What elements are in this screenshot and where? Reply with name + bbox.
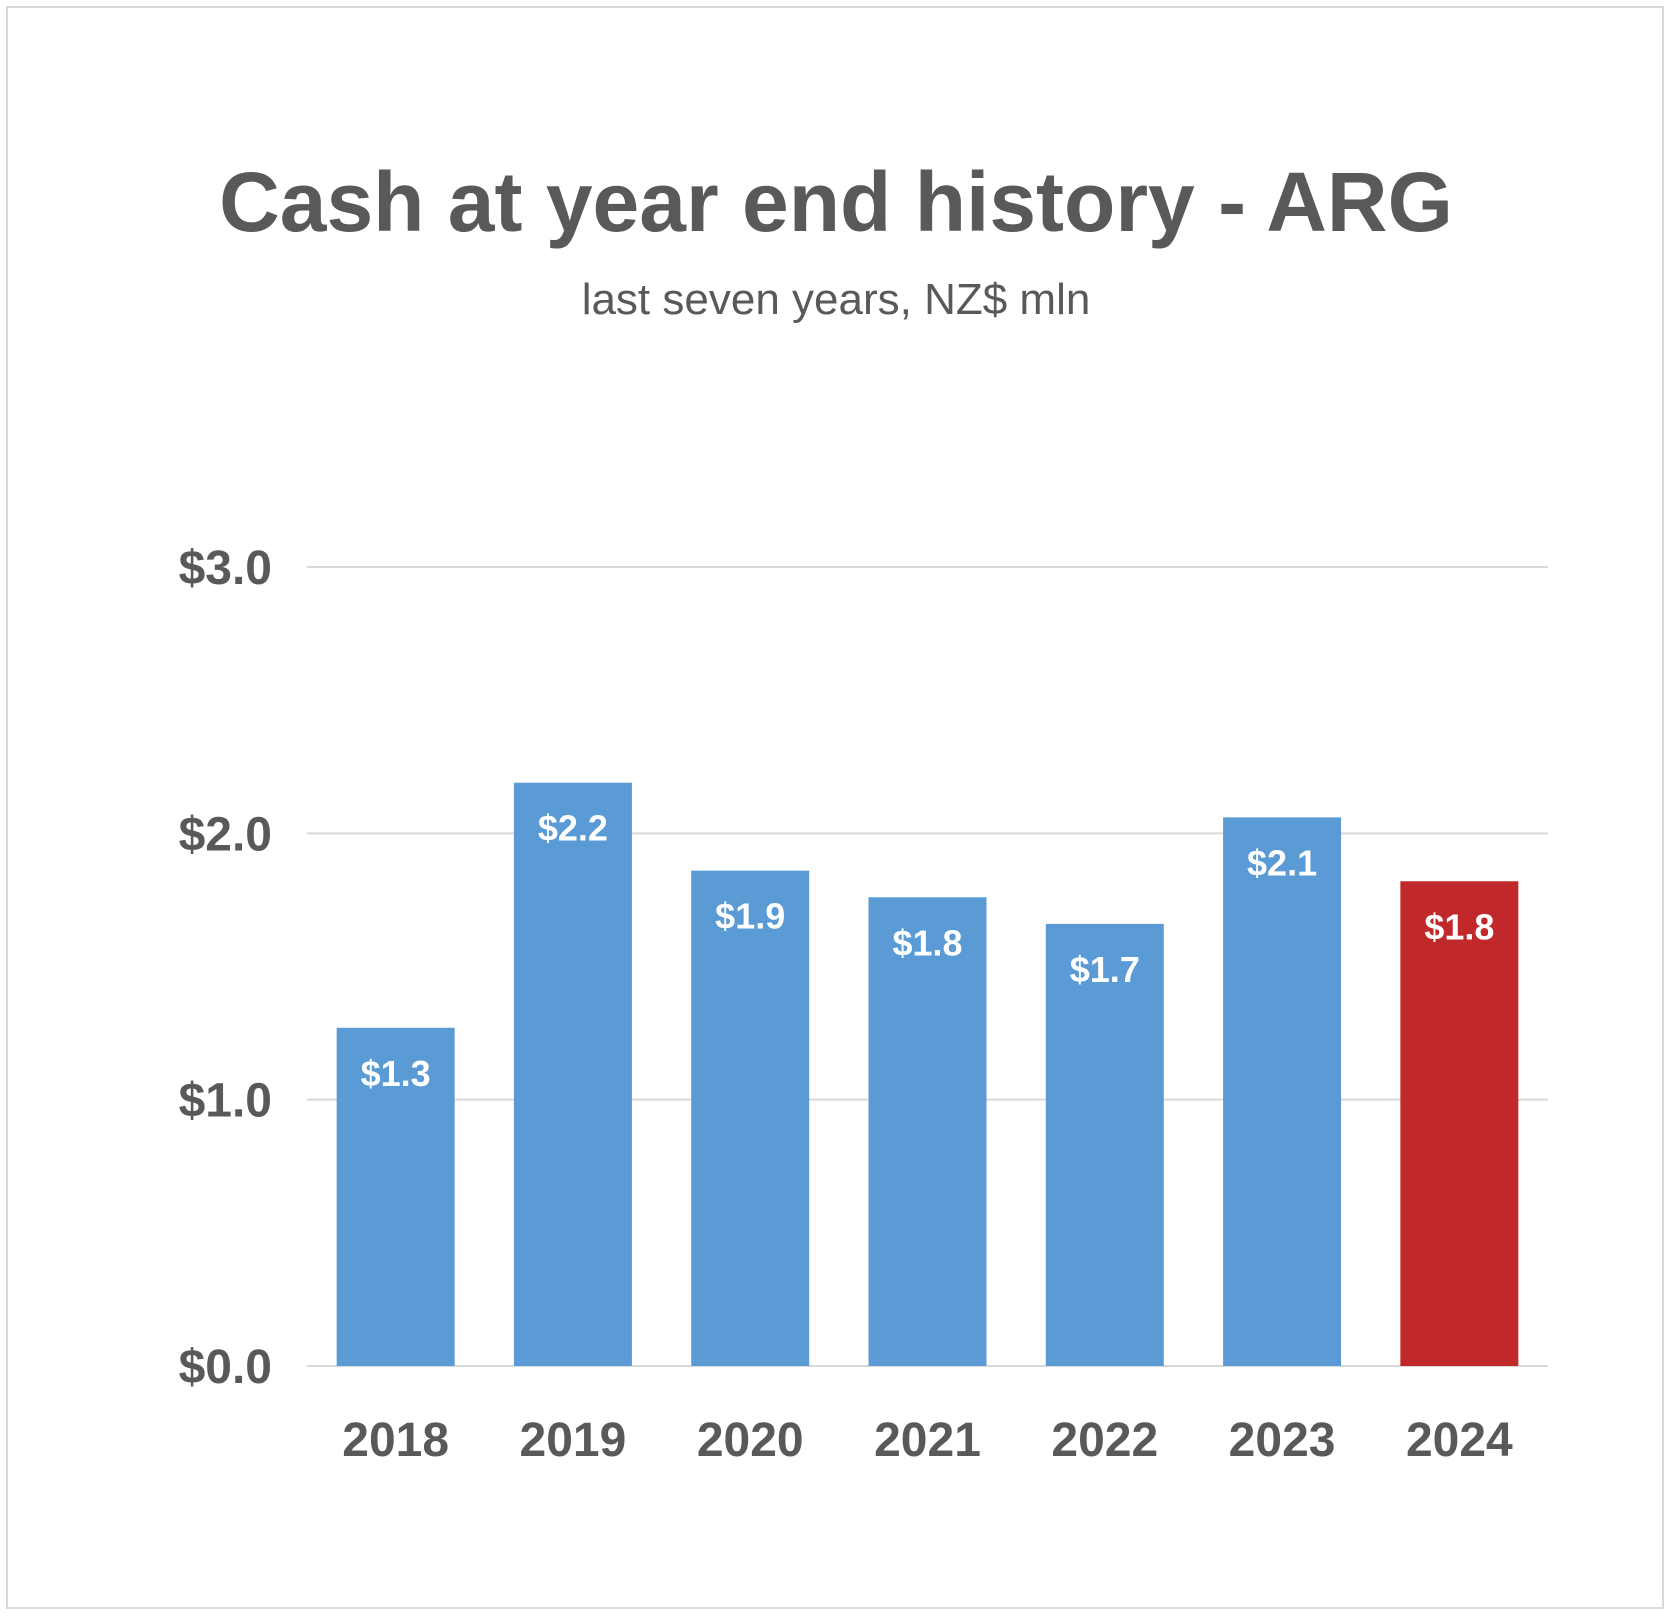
- y-tick-label: $0.0: [179, 1341, 272, 1394]
- chart-subtitle: last seven years, NZ$ mln: [581, 275, 1091, 324]
- bar-2022: [1045, 923, 1164, 1366]
- data-label-2019: $2.2: [538, 808, 608, 849]
- data-label-2023: $2.1: [1247, 842, 1317, 883]
- x-axis-ticks: 2018 2019 2020 2021 2022 2023 2024: [342, 1414, 1513, 1467]
- y-tick-label: $3.0: [179, 542, 272, 595]
- data-label-2022: $1.7: [1070, 949, 1140, 990]
- x-tick-label: 2021: [874, 1414, 981, 1467]
- bar-2023: [1223, 817, 1342, 1366]
- x-tick-label: 2020: [697, 1414, 804, 1467]
- x-tick-label: 2023: [1229, 1414, 1336, 1467]
- bar-2018: [336, 1027, 455, 1366]
- y-axis-ticks: $0.0 $1.0 $2.0 $3.0: [179, 542, 272, 1394]
- bar-2021: [868, 897, 987, 1366]
- data-labels: $1.3 $2.2 $1.9 $1.8 $1.7 $2.1 $1.8: [361, 808, 1495, 1094]
- x-tick-label: 2019: [520, 1414, 627, 1467]
- x-tick-label: 2024: [1406, 1414, 1513, 1467]
- y-tick-label: $1.0: [179, 1075, 272, 1128]
- chart-frame: [6, 6, 1664, 1609]
- x-tick-label: 2018: [342, 1414, 449, 1467]
- chart-title: Cash at year end history - ARG: [219, 155, 1453, 249]
- data-label-2018: $1.3: [361, 1053, 431, 1094]
- data-label-2024: $1.8: [1424, 906, 1494, 947]
- bar-2024: [1400, 881, 1519, 1366]
- data-label-2021: $1.8: [892, 922, 962, 963]
- x-tick-label: 2022: [1051, 1414, 1158, 1467]
- bars: [336, 782, 1519, 1366]
- data-label-2020: $1.9: [715, 896, 785, 937]
- bar-2020: [691, 870, 810, 1366]
- bar-2019: [513, 782, 632, 1366]
- y-tick-label: $2.0: [179, 808, 272, 861]
